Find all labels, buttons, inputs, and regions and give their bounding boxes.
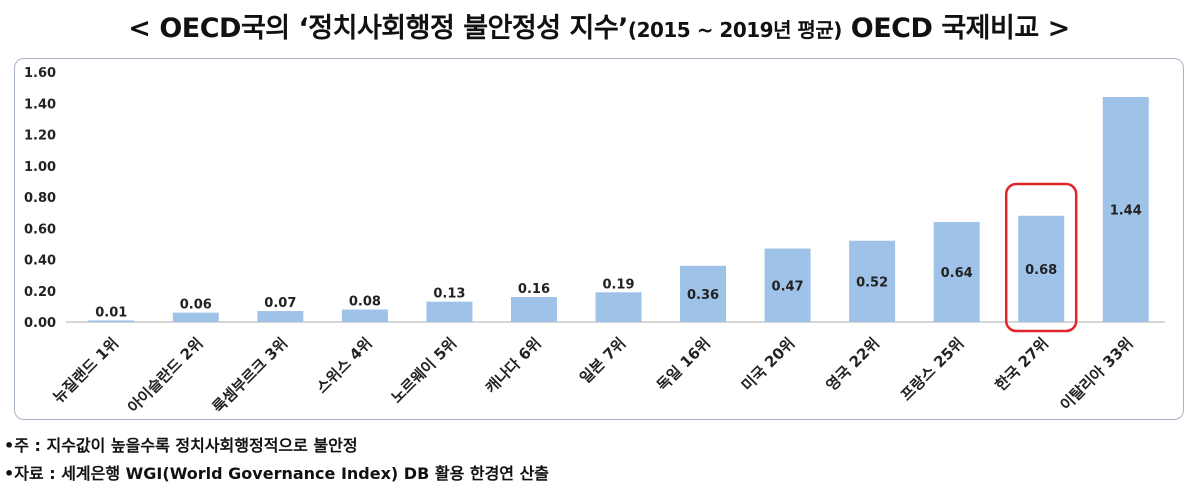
- bar: [88, 320, 135, 322]
- category-label: 독일 16위: [653, 334, 713, 394]
- data-label: 0.06: [180, 298, 212, 313]
- chart-title-main: < OECD국의 ‘정치사회행정 불안정성 지수’: [128, 13, 628, 44]
- chart-title-period: (2015 ~ 2019년 평균): [627, 18, 842, 42]
- y-tick-label: 0.00: [24, 316, 56, 331]
- bar: [172, 312, 219, 322]
- category-label: 스위스 4위: [313, 334, 376, 397]
- bar: [849, 240, 896, 322]
- chart-title: < OECD국의 ‘정치사회행정 불안정성 지수’(2015 ~ 2019년 평…: [0, 6, 1198, 45]
- highlight-box: [1004, 182, 1078, 333]
- note-line-1: •주 : 지수값이 높을수록 정치사회행정적으로 불안정: [4, 436, 358, 455]
- y-tick-label: 1.00: [24, 160, 56, 175]
- data-label: 0.13: [433, 287, 465, 302]
- y-tick-label: 0.40: [24, 254, 56, 269]
- y-tick-label: 0.20: [24, 285, 56, 300]
- bar: [680, 265, 727, 322]
- category-label: 노르웨이 5위: [388, 334, 461, 407]
- bar-chart: 0.00 0.20 0.40 0.60 0.80 1.00 1.20 1.40 1.60 0.01…: [24, 66, 1165, 416]
- bar: [257, 311, 304, 322]
- category-label: 일본 7위: [576, 334, 629, 387]
- bar: [1018, 215, 1065, 322]
- chart-title-suffix: OECD 국제비교 >: [841, 13, 1070, 44]
- data-label: 0.19: [602, 277, 634, 292]
- notes: •주 : 지수값이 높을수록 정치사회행정적으로 불안정 •자료 : 세계은행 …: [4, 432, 549, 488]
- data-label: 0.52: [856, 275, 888, 290]
- data-label: 0.07: [264, 296, 296, 311]
- category-label: 캐나다 6위: [482, 334, 545, 397]
- category-label: 프랑스 25위: [897, 334, 967, 404]
- data-label: 0.01: [95, 305, 127, 320]
- bar: [426, 301, 473, 322]
- bar: [1102, 97, 1149, 322]
- category-label: 미국 20위: [738, 334, 798, 394]
- category-label: 영국 22위: [822, 334, 882, 394]
- y-tick-label: 1.60: [24, 66, 56, 81]
- category-label: 룩셈부르크 3위: [209, 334, 291, 416]
- chart-frame: [14, 58, 1184, 420]
- data-label: 0.08: [349, 295, 381, 310]
- data-label: 0.36: [687, 288, 719, 303]
- bar: [341, 309, 388, 322]
- y-tick-label: 1.40: [24, 97, 56, 112]
- y-tick-label: 1.20: [24, 129, 56, 144]
- category-label: 뉴질랜드 1위: [49, 334, 122, 407]
- data-label: 0.47: [772, 279, 804, 294]
- data-label: 1.44: [1110, 204, 1142, 219]
- bar: [764, 248, 811, 322]
- data-label: 0.64: [941, 266, 973, 281]
- category-label: 한국 27위: [992, 334, 1052, 394]
- note-line-2: •자료 : 세계은행 WGI(World Governance Index) D…: [4, 464, 550, 483]
- y-tick-label: 0.80: [24, 191, 56, 206]
- category-label: 아이슬란드 2위: [124, 334, 206, 416]
- bar: [510, 297, 557, 322]
- data-label: 0.16: [518, 282, 550, 297]
- y-tick-label: 0.60: [24, 222, 56, 237]
- category-label: 이탈리아 33위: [1057, 334, 1137, 414]
- bar: [933, 222, 980, 322]
- bar: [595, 292, 642, 322]
- data-label: 0.68: [1025, 263, 1057, 278]
